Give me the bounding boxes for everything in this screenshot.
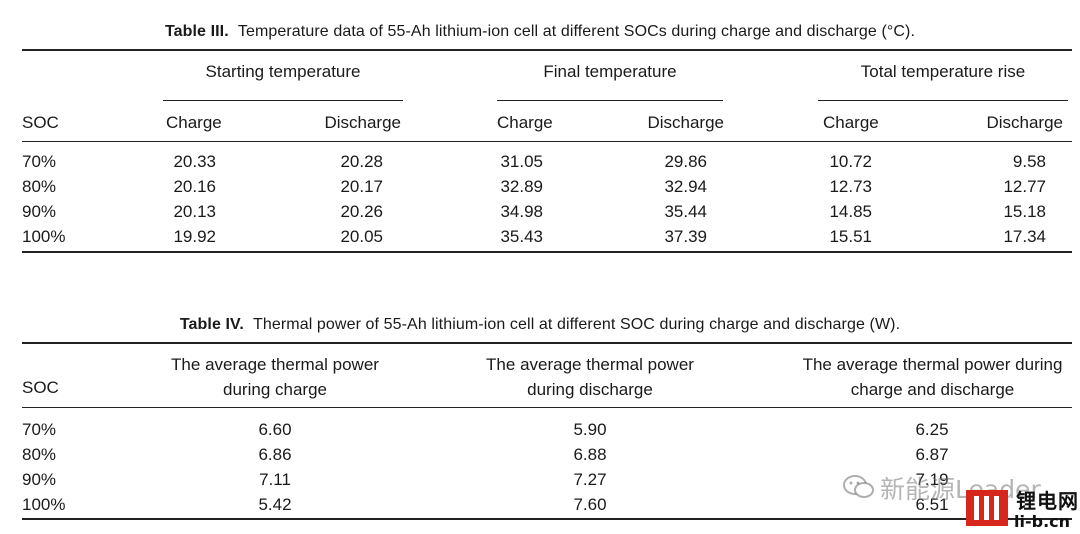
table4-cell: 6.87 — [915, 445, 949, 464]
table4-header-line: The average thermal power during — [802, 355, 1063, 374]
table3-cell: 20.13 — [173, 202, 216, 221]
table3-subheader: Charge — [823, 113, 879, 132]
table3-cell: 20.05 — [340, 227, 383, 246]
table3-subheader: Discharge — [986, 113, 1063, 132]
table4-cell: 7.27 — [573, 470, 607, 489]
table4-soc: 100% — [22, 495, 66, 514]
table3-soc: 70% — [22, 152, 57, 171]
table4-cell: 7.11 — [259, 470, 291, 489]
table3-soc: 100% — [22, 227, 66, 246]
table3-cell: 32.94 — [664, 177, 707, 196]
table3-soc: 80% — [22, 177, 57, 196]
table3-soc: 90% — [22, 202, 57, 221]
table4-soc-header: SOC — [22, 378, 59, 397]
table4-cell: 7.19 — [915, 470, 949, 489]
table3-cell: 12.77 — [1003, 177, 1046, 196]
table3-cell: 34.98 — [500, 202, 543, 221]
table4-soc: 90% — [22, 470, 57, 489]
wechat-icon — [843, 475, 874, 498]
table4-soc: 70% — [22, 420, 57, 439]
table3-subheader: Charge — [497, 113, 553, 132]
table4-cell: 6.25 — [915, 420, 949, 439]
table4-header-line: charge and discharge — [850, 380, 1015, 399]
table3-cell: 31.05 — [500, 152, 543, 171]
table4-header-rule — [22, 407, 1072, 408]
table4-cell: 6.60 — [258, 420, 292, 439]
table3-cell: 15.18 — [1003, 202, 1046, 221]
table4-cell: 6.86 — [258, 445, 292, 464]
table4-cell: 6.51 — [915, 495, 949, 514]
table3-cell: 20.16 — [173, 177, 216, 196]
table4-header-line: during charge — [223, 380, 327, 399]
table3-group-rule — [497, 100, 723, 101]
table3-cell: 10.72 — [829, 152, 872, 171]
logo-name: 锂电网 — [1016, 489, 1079, 513]
table3-cell: 12.73 — [829, 177, 872, 196]
table4-header-line: The average thermal power — [486, 355, 694, 374]
table3-caption-label: Table III. — [164, 23, 229, 40]
table3-header-rule — [22, 141, 1072, 142]
table3-cell: 15.51 — [829, 227, 872, 246]
table3-bottom-rule — [22, 251, 1072, 253]
table4-header-line: during discharge — [527, 380, 653, 399]
table3-subheader: Discharge — [647, 113, 724, 132]
table3-cell: 35.44 — [664, 202, 707, 221]
table3-soc-header: SOC — [22, 113, 59, 132]
table3-cell: 20.26 — [340, 202, 383, 221]
table3-group-rule — [163, 100, 403, 101]
table3-cell: 19.92 — [173, 227, 216, 246]
table3-caption: Table III. Temperature data of 55-Ah lit… — [0, 23, 1080, 41]
table3-cell: 9.58 — [1012, 152, 1046, 171]
table3-group-header: Starting temperature — [205, 62, 361, 81]
table4-top-rule — [22, 342, 1072, 344]
table3-caption-text: Temperature data of 55-Ah lithium-ion ce… — [237, 23, 916, 40]
table3-group-rule — [818, 100, 1068, 101]
table3-cell: 35.43 — [500, 227, 543, 246]
table3-top-rule — [22, 49, 1072, 51]
table4-cell: 7.60 — [573, 495, 607, 514]
table4-cell: 5.90 — [573, 420, 607, 439]
table3-cell: 20.28 — [340, 152, 383, 171]
table4-caption-text: Thermal power of 55-Ah lithium-ion cell … — [253, 316, 901, 333]
table4-cell: 5.42 — [258, 495, 292, 514]
table4-caption-label: Table IV. — [179, 316, 244, 333]
table3-subheader: Discharge — [324, 113, 401, 132]
table4-header: The average thermal power during charge … — [790, 352, 1075, 402]
table3-cell: 14.85 — [829, 202, 872, 221]
table3-cell: 37.39 — [664, 227, 707, 246]
table3-cell: 32.89 — [500, 177, 543, 196]
table3-cell: 20.33 — [173, 152, 216, 171]
logo-url: li-b.cn — [1014, 512, 1071, 531]
table3-cell: 17.34 — [1003, 227, 1046, 246]
table4-header: The average thermal power during charge — [140, 352, 410, 402]
table4-soc: 80% — [22, 445, 57, 464]
table3-cell: 20.17 — [340, 177, 383, 196]
table4-caption: Table IV. Thermal power of 55-Ah lithium… — [0, 316, 1080, 334]
table3-group-header: Total temperature rise — [860, 62, 1026, 81]
li-b-logo-icon — [966, 490, 1008, 526]
table4-header: The average thermal power during dischar… — [455, 352, 725, 402]
table3-group-header: Final temperature — [543, 62, 677, 81]
table4-bottom-rule — [22, 518, 1072, 520]
watermark-account: 新能源Leader — [880, 475, 1041, 504]
table4-header-line: The average thermal power — [171, 355, 379, 374]
table4-cell: 6.88 — [573, 445, 607, 464]
table3-cell: 29.86 — [664, 152, 707, 171]
table3-subheader: Charge — [166, 113, 222, 132]
